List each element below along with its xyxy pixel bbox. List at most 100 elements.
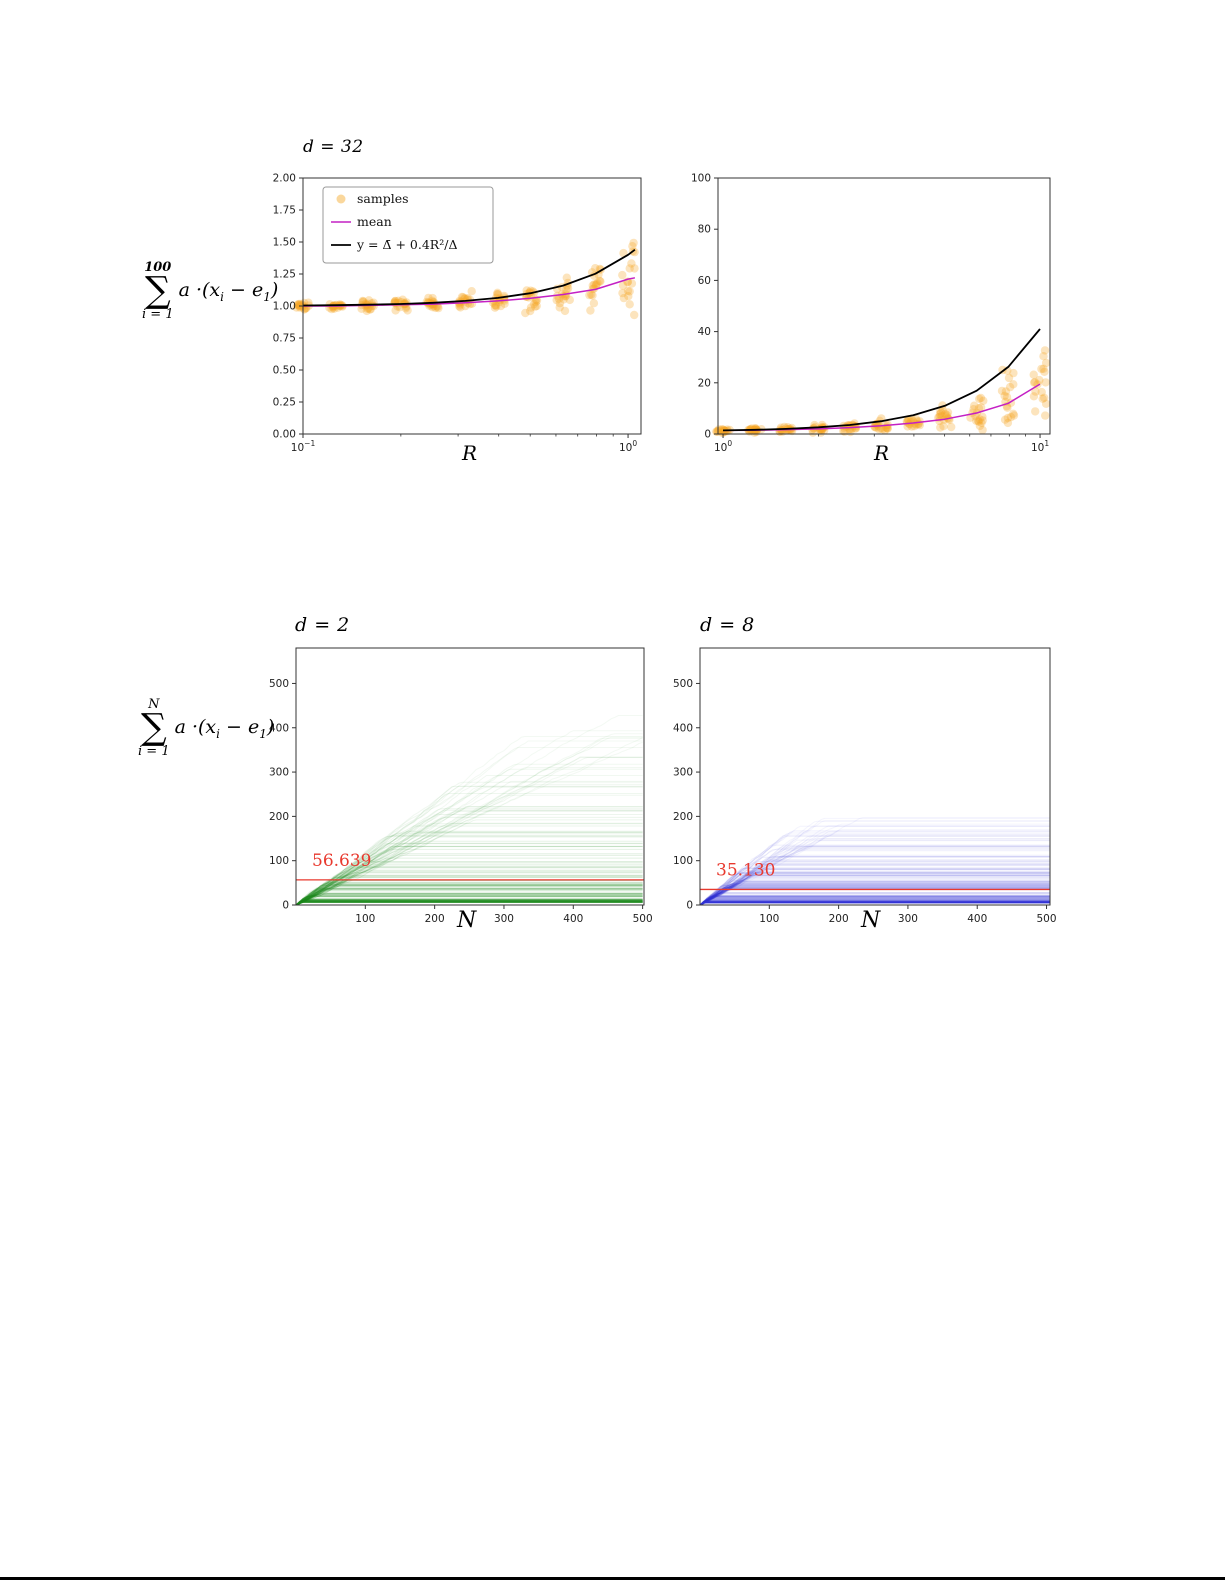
trajectory-line <box>699 898 1050 906</box>
trajectory-line <box>699 820 1050 906</box>
sum-upper-limit: N <box>148 697 160 712</box>
trajectory-line <box>699 901 1050 906</box>
trajectory-line <box>295 899 643 906</box>
trajectory-line <box>295 898 643 906</box>
y-tick-label: 1.50 <box>273 237 296 249</box>
y-tick-label: 300 <box>269 767 289 779</box>
trajectory-line <box>699 875 1050 906</box>
trajectory-line <box>295 848 643 906</box>
trajectory-line <box>699 875 1050 906</box>
y-tick-label: 0.75 <box>273 333 296 345</box>
trajectory-line <box>295 840 643 906</box>
trajectory-line <box>699 898 1050 906</box>
trajectory-line <box>295 901 643 906</box>
trajectory-line <box>295 866 643 906</box>
trajectory-line <box>699 868 1050 906</box>
trajectory-line <box>295 883 643 906</box>
trajectory-line <box>295 901 643 906</box>
trajectory-line <box>699 825 1050 906</box>
y-tick-label: 80 <box>698 224 711 236</box>
trajectory-line <box>295 767 643 906</box>
axes-box <box>295 647 645 906</box>
trajectory-line <box>295 901 643 906</box>
trajectory-line <box>699 900 1050 906</box>
trajectory-line <box>295 733 643 906</box>
x-tick-label: 400 <box>967 913 987 925</box>
trajectory-line <box>699 899 1050 906</box>
sum-lower-limit: i = 1 <box>138 744 170 760</box>
trajectory-line <box>295 806 643 906</box>
y-tick-label: 400 <box>269 722 289 734</box>
legend-box <box>322 186 494 264</box>
chart-d8: 35.130 0 100 200 300 400 500 100 200 300 400 500 <box>673 647 1057 925</box>
trajectory-line <box>295 846 643 906</box>
x-tick-label: 500 <box>633 913 653 925</box>
trajectory-line <box>699 880 1050 906</box>
trajectory-line <box>699 835 1050 906</box>
trajectory-line <box>699 846 1050 906</box>
trajectory-line <box>699 868 1050 906</box>
legend-label: samples <box>357 191 409 206</box>
trajectory-line <box>699 856 1050 906</box>
trajectory-line <box>295 895 643 906</box>
y-tick-label: 0 <box>686 900 693 912</box>
trajectory-line <box>295 894 643 906</box>
trajectory-line <box>699 845 1050 906</box>
trajectory-line <box>295 715 643 906</box>
legend-label: y = Δ̄ + 0.4R²/Δ <box>356 237 457 252</box>
trajectory-line <box>699 817 1050 906</box>
y-tick-label: 100 <box>673 855 693 867</box>
trajectory-line <box>699 817 1050 906</box>
trajectory-line <box>295 867 643 906</box>
chart-d32-right: 0 20 40 60 80 100 100 101 <box>691 173 1051 454</box>
trajectory-line <box>295 899 643 906</box>
trajectory-line <box>699 835 1050 906</box>
trajectory-line <box>699 885 1050 906</box>
trajectory-line <box>699 885 1050 906</box>
trajectory-line <box>295 783 643 906</box>
body-text: ) <box>266 715 275 738</box>
trajectory-line <box>295 901 643 906</box>
trajectory-line <box>295 865 643 906</box>
trajectory-line <box>699 901 1050 906</box>
y-tick-label: 1.00 <box>273 301 296 313</box>
trajectory-line <box>295 757 643 906</box>
trajectory-line <box>295 900 643 906</box>
trajectory-line <box>699 840 1050 906</box>
trajectory-line <box>295 869 643 906</box>
trajectory-line <box>699 895 1050 906</box>
subscript-i: i <box>216 726 220 741</box>
body-text: a ·(x <box>174 715 217 738</box>
trajectory-line <box>699 887 1050 906</box>
trajectory-line <box>295 843 643 906</box>
trajectory-line <box>699 846 1050 906</box>
chart-title-d2: d = 2 <box>295 614 350 636</box>
trajectory-line <box>699 902 1050 906</box>
trajectory-line <box>699 831 1050 906</box>
trajectory-line <box>295 871 643 906</box>
trajectory-line <box>699 901 1050 906</box>
trajectory-line <box>699 883 1050 906</box>
trajectory-line <box>699 887 1050 906</box>
trajectory-line <box>295 885 643 906</box>
trajectory-line <box>699 901 1050 906</box>
y-tick-label: 2.00 <box>273 173 296 185</box>
trajectory-line <box>295 736 643 906</box>
sum-symbol: N ∑ i = 1 <box>138 698 170 758</box>
trajectory-line <box>699 901 1050 906</box>
trajectory-line <box>295 831 643 906</box>
trajectory-line <box>699 887 1050 906</box>
trajectory-line <box>699 877 1050 906</box>
trajectory-line <box>295 757 643 906</box>
trajectory-line <box>295 763 643 906</box>
trajectory-line <box>699 898 1050 906</box>
trajectory-line <box>295 793 643 906</box>
trajectory-line <box>699 833 1050 906</box>
trajectory-line <box>295 885 643 906</box>
trajectory-line <box>295 900 643 906</box>
trajectory-line <box>295 846 643 906</box>
trajectory-line <box>295 899 643 906</box>
trajectory-line <box>699 829 1050 906</box>
trajectory-line <box>295 884 643 906</box>
xlabel-chart3: N <box>457 908 477 933</box>
